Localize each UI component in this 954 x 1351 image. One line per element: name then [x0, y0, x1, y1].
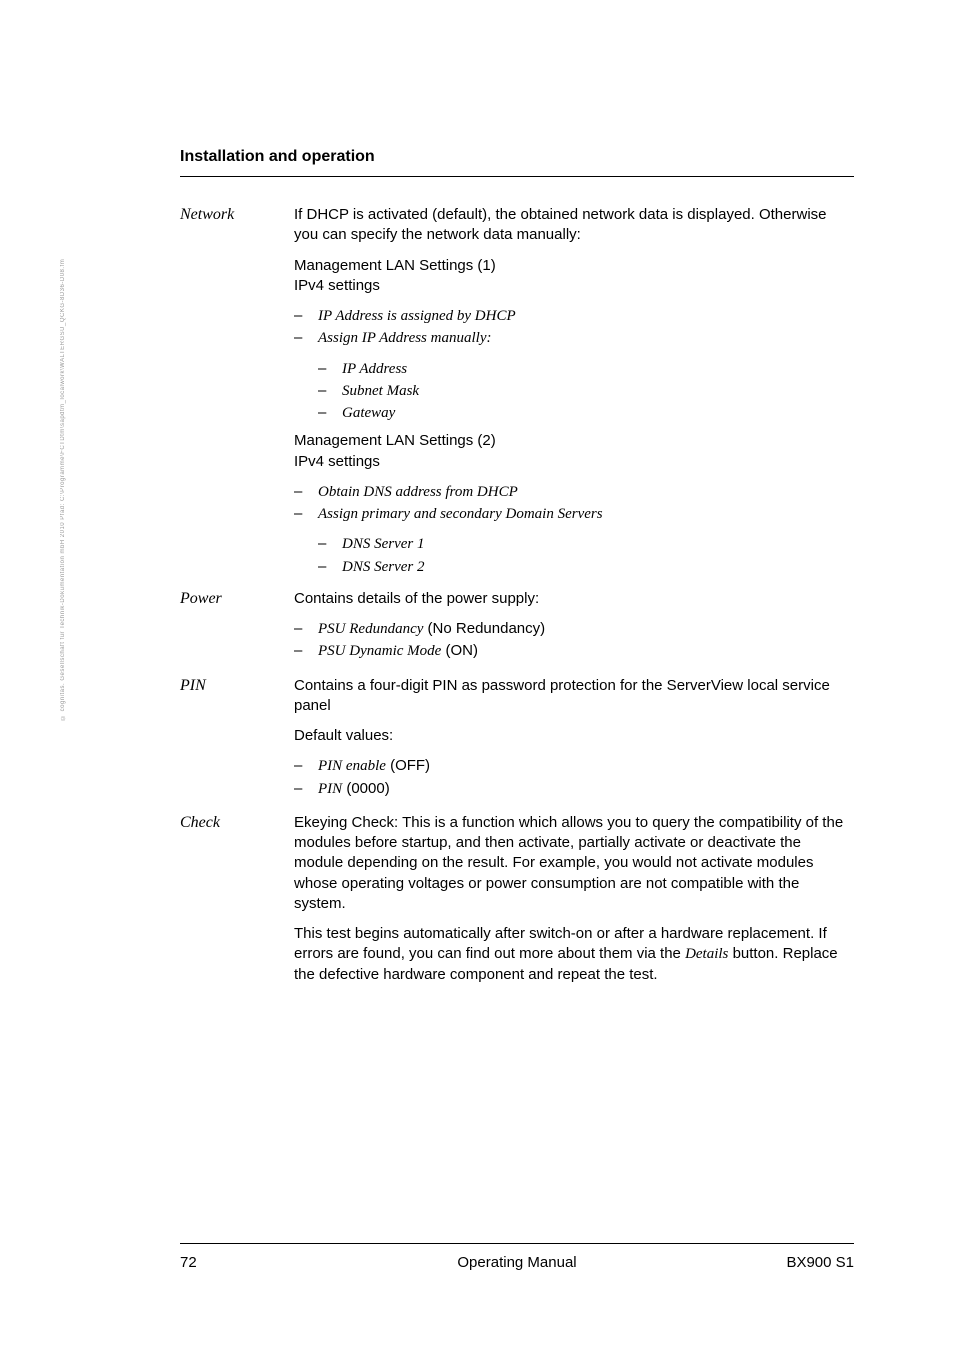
entry-power: Power Contains details of the power supp… [180, 589, 854, 672]
ipv4b-text: IPv4 settings [294, 453, 380, 470]
pin-default: Default values: [294, 726, 854, 746]
net-nested-3: Gateway [294, 403, 854, 423]
term-power: Power [180, 589, 294, 672]
entry-check: Check Ekeying Check: This is a function … [180, 813, 854, 995]
net-nested-2: Subnet Mask [294, 381, 854, 401]
footer-right: BX900 S1 [786, 1254, 854, 1271]
net-item-1: IP Address is assigned by DHCP [294, 306, 854, 326]
pin-intro: Contains a four-digit PIN as password pr… [294, 676, 854, 717]
body-power: Contains details of the power supply: PS… [294, 589, 854, 672]
term-check: Check [180, 813, 294, 995]
footer-center: Operating Manual [457, 1254, 576, 1271]
page-header: Installation and operation [180, 148, 854, 177]
network-list2-nested: DNS Server 1 DNS Server 2 [294, 534, 854, 577]
term-network: Network [180, 205, 294, 585]
network-list2: Obtain DNS address from DHCP Assign prim… [294, 482, 854, 525]
mgmt2-text: Management LAN Settings (2) [294, 432, 496, 449]
power-item-1: PSU Redundancy (No Redundancy) [294, 619, 854, 639]
mgmt1-text: Management LAN Settings (1) [294, 257, 496, 274]
power-item-2: PSU Dynamic Mode (ON) [294, 641, 854, 661]
entry-network: Network If DHCP is activated (default), … [180, 205, 854, 585]
entry-pin: PIN Contains a four-digit PIN as passwor… [180, 676, 854, 809]
network-mgmt1: Management LAN Settings (1) IPv4 setting… [294, 256, 854, 297]
net-item-2: Assign IP Address manually: [294, 328, 854, 348]
power-list: PSU Redundancy (No Redundancy) PSU Dynam… [294, 619, 854, 662]
check-p2-em: Details [685, 946, 728, 962]
net-item-3: Obtain DNS address from DHCP [294, 482, 854, 502]
power-intro: Contains details of the power supply: [294, 589, 854, 609]
pin-list: PIN enable (OFF) PIN (0000) [294, 756, 854, 799]
body-pin: Contains a four-digit PIN as password pr… [294, 676, 854, 809]
check-p1: Ekeying Check: This is a function which … [294, 813, 854, 914]
footer-page-number: 72 [180, 1254, 197, 1271]
network-list1-nested: IP Address Subnet Mask Gateway [294, 359, 854, 424]
page-container: Installation and operation Network If DH… [0, 0, 954, 1351]
check-p2: This test begins automatically after swi… [294, 924, 854, 985]
body-network: If DHCP is activated (default), the obta… [294, 205, 854, 585]
network-list1: IP Address is assigned by DHCP Assign IP… [294, 306, 854, 349]
ipv4a-text: IPv4 settings [294, 277, 380, 294]
net-nested-5: DNS Server 2 [294, 557, 854, 577]
network-mgmt2: Management LAN Settings (2) IPv4 setting… [294, 431, 854, 472]
body-check: Ekeying Check: This is a function which … [294, 813, 854, 995]
net-nested-4: DNS Server 1 [294, 534, 854, 554]
pin-item-1: PIN enable (OFF) [294, 756, 854, 776]
page-footer: 72 Operating Manual BX900 S1 [180, 1243, 854, 1271]
term-pin: PIN [180, 676, 294, 809]
network-intro: If DHCP is activated (default), the obta… [294, 205, 854, 246]
net-nested-1: IP Address [294, 359, 854, 379]
pin-item-2: PIN (0000) [294, 779, 854, 799]
net-item-4: Assign primary and secondary Domain Serv… [294, 504, 854, 524]
